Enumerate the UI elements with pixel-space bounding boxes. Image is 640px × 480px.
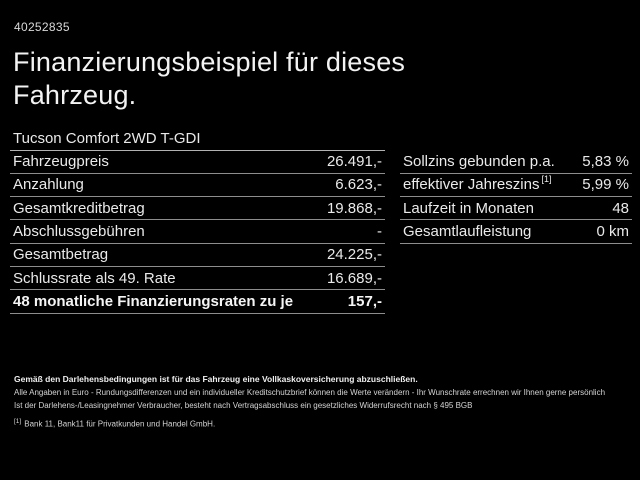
page-title: Finanzierungsbeispiel für dieses Fahrzeu… bbox=[13, 47, 406, 110]
finance-tables: Tucson Comfort 2WD T-GDI Fahrzeugpreis 26… bbox=[10, 127, 632, 314]
row-label: Sollzins gebunden p.a. bbox=[403, 153, 555, 171]
footnote-marker: [1] bbox=[14, 418, 22, 425]
row-value: 5,83 % bbox=[582, 153, 629, 171]
table-row: Laufzeit in Monaten 48 bbox=[400, 197, 632, 221]
row-label: Fahrzeugpreis bbox=[13, 153, 109, 171]
table-row: Gesamtkreditbetrag 19.868,- bbox=[10, 197, 385, 221]
footer-footnote: [1] Bank 11, Bank11 für Privatkunden und … bbox=[14, 415, 632, 431]
row-value: 48 bbox=[612, 199, 629, 217]
conditions-table-spacer bbox=[400, 127, 632, 151]
table-row: Gesamtbetrag 24.225,- bbox=[10, 244, 385, 267]
row-label: Gesamtbetrag bbox=[13, 246, 109, 264]
table-row: Fahrzeugpreis 26.491,- bbox=[10, 151, 385, 174]
row-value: 5,99 % bbox=[582, 176, 629, 194]
row-value: 6.623,- bbox=[335, 176, 382, 194]
row-label: Laufzeit in Monaten bbox=[403, 199, 534, 217]
vehicle-model: Tucson Comfort 2WD T-GDI bbox=[10, 127, 385, 151]
row-label: effektiver Jahreszins [1] bbox=[403, 174, 552, 194]
row-label: Gesamtlaufleistung bbox=[403, 223, 532, 241]
conditions-table-rows: Sollzins gebunden p.a. 5,83 % effektiver J… bbox=[400, 151, 632, 244]
row-value: 16.689,- bbox=[326, 269, 382, 287]
table-row: Anzahlung 6.623,- bbox=[10, 174, 385, 198]
legal-footer: Gemäß den Darlehensbedingungen ist für d… bbox=[14, 373, 632, 431]
table-row: Gesamtlaufleistung 0 km bbox=[400, 220, 632, 244]
finance-table-rows: Fahrzeugpreis 26.491,- Anzahlung 6.623,- Ges… bbox=[10, 151, 385, 314]
footer-line: Ist der Darlehens-/Leasingnehmer Verbrau… bbox=[14, 401, 473, 410]
row-value: - bbox=[377, 223, 382, 241]
row-value: 157,- bbox=[347, 292, 382, 310]
row-value: 19.868,- bbox=[326, 199, 382, 217]
footnote-reference: [1] bbox=[541, 174, 552, 185]
table-row: Sollzins gebunden p.a. 5,83 % bbox=[400, 151, 632, 174]
row-label: Abschlussgebühren bbox=[13, 223, 145, 241]
vehicle-id: 40252835 bbox=[14, 20, 70, 34]
row-value: 24.225,- bbox=[326, 246, 382, 264]
row-value: 0 km bbox=[596, 223, 629, 241]
finance-table: Tucson Comfort 2WD T-GDI Fahrzeugpreis 26… bbox=[10, 127, 385, 314]
footer-line: Alle Angaben in Euro - Rundungsdifferenz… bbox=[14, 388, 606, 397]
row-label: Anzahlung bbox=[13, 176, 84, 194]
table-row: Schlussrate als 49. Rate 16.689,- bbox=[10, 267, 385, 291]
row-value: 26.491,- bbox=[326, 153, 382, 171]
footer-insurance-note: Gemäß den Darlehensbedingungen ist für d… bbox=[14, 374, 418, 384]
table-row: 48 monatliche Finanzierungsraten zu je 15… bbox=[10, 290, 385, 314]
table-row: Abschlussgebühren - bbox=[10, 220, 385, 244]
conditions-table: Sollzins gebunden p.a. 5,83 % effektiver J… bbox=[400, 127, 632, 244]
row-label: Gesamtkreditbetrag bbox=[13, 199, 145, 217]
footer-lines: Alle Angaben in Euro - Rundungsdifferenz… bbox=[14, 386, 632, 412]
table-row: effektiver Jahreszins [1] 5,99 % bbox=[400, 174, 632, 198]
row-label: Schlussrate als 49. Rate bbox=[13, 269, 176, 287]
footnote-text: Bank 11, Bank11 für Privatkunden und Han… bbox=[24, 419, 216, 429]
row-label: 48 monatliche Finanzierungsraten zu je bbox=[13, 292, 294, 310]
